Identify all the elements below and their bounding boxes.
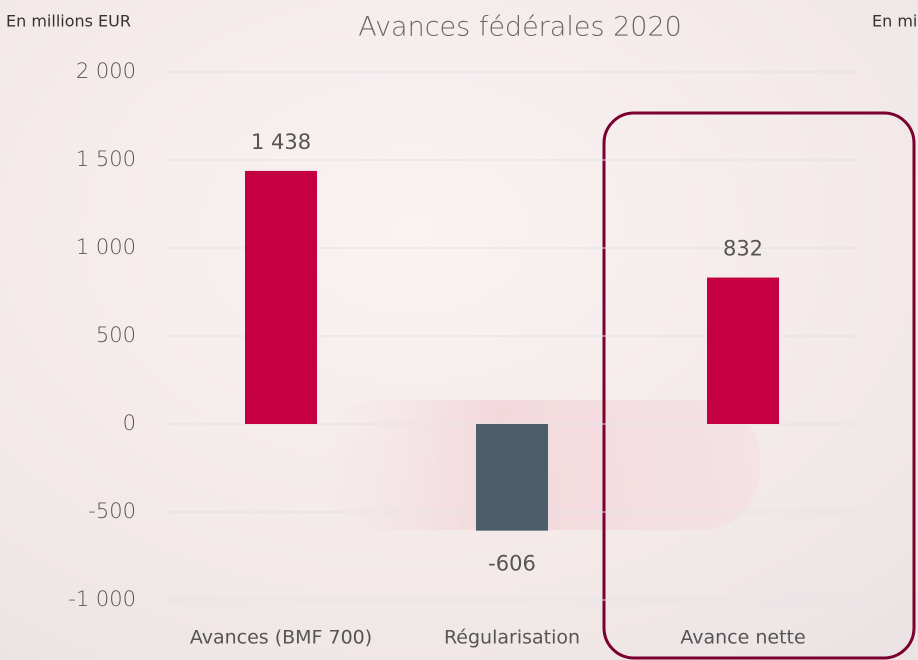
chart: En millions EUR En millions EUR Avances … [0,0,918,660]
unit-label-next: En millions EUR [872,12,918,31]
chart-title: Avances fédérales 2020 [358,12,682,43]
y-tick-label: -1 000 [68,587,136,611]
x-tick-label: Avances (BMF 700) [190,627,372,649]
value-label: 1 438 [251,130,311,154]
background [0,0,918,660]
y-tick-label: -500 [88,499,136,523]
value-label: -606 [488,552,536,576]
y-tick-label: 500 [96,323,136,347]
bar [476,424,548,531]
unit-label: En millions EUR [6,12,131,31]
bar [707,278,779,424]
x-tick-label: Régularisation [444,627,580,649]
y-tick-label: 1 500 [76,147,136,171]
value-label: 832 [723,237,763,261]
bar [245,171,317,424]
y-tick-label: 1 000 [76,235,136,259]
x-tick-label: Avance nette [680,627,805,649]
y-tick-label: 0 [123,411,136,435]
y-tick-label: 2 000 [76,59,136,83]
